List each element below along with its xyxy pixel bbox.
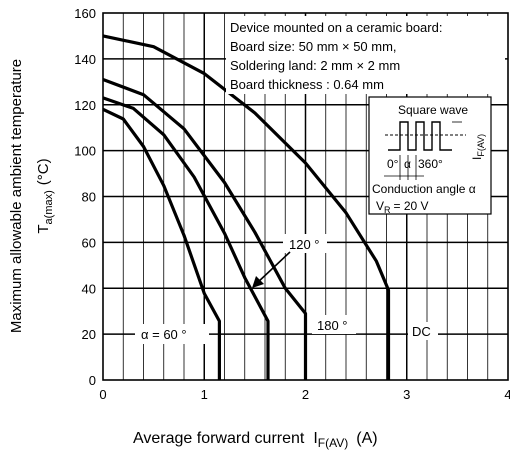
x-tick-label: 2 [302,387,309,402]
y-tick-label: 80 [82,190,96,205]
conduction-angle-label: Conduction angle α [372,182,476,196]
series-label-120-pointer [255,251,291,285]
label-bg-60 [135,324,209,344]
y-tick-label: 120 [74,98,96,113]
reverse-voltage-label: VR = 20 V [376,199,429,215]
y-tick-label: 160 [74,6,96,21]
curve-alpha-60 [102,107,221,380]
conditions-box [226,16,505,94]
y-axis-symbol: Ta(max)(°C) [35,158,55,233]
series-label-180: 180 ° [317,318,348,333]
condition-line-3: Soldering land: 2 mm × 2 mm [230,58,400,73]
y-tick-label: 60 [82,235,96,250]
curve-dc [102,34,391,380]
series-label-120: 120 ° [289,237,320,252]
series-group [102,34,391,380]
y-tick-label: 40 [82,281,96,296]
y-tick-label: 100 [74,144,96,159]
y-tick-label: 0 [89,373,96,388]
condition-line-2: Board size: 50 mm × 50 mm, [230,39,397,54]
y-axis-title: Maximum allowable ambient temperature [8,59,25,333]
curve-alpha-120 [102,96,270,380]
series-label-60: α = 60 ° [141,327,187,342]
label-bg-dc [408,322,438,340]
angle-label-alpha: α [404,157,411,171]
y-tick-label: 20 [82,327,96,342]
x-axis-title: Average forward current IF(AV) (A) [133,430,378,450]
inset-title: Square wave [398,103,468,117]
label-bg-180 [312,315,356,334]
x-tick-label: 0 [99,387,106,402]
series-label-120-arrowhead [252,276,264,288]
inset-current-symbol: IF(AV) [470,134,486,160]
label-bg-120 [283,234,327,253]
y-tick-label: 140 [74,52,96,67]
series-label-dc: DC [412,324,431,339]
x-tick-label: 1 [201,387,208,402]
inset-box [368,96,492,215]
x-tick-label: 4 [504,387,510,402]
angle-label-0: 0° [387,157,399,171]
square-wave-inset: Square wave IF(AV) 0° α 360° Conduction … [368,96,492,215]
square-wave-signal [388,121,452,151]
angle-label-360: 360° [418,157,443,171]
x-tick-label: 3 [403,387,410,402]
curve-alpha-180 [102,78,308,380]
condition-line-4: Board thickness : 0.64 mm [230,77,384,92]
condition-line-1: Device mounted on a ceramic board: [230,20,442,35]
